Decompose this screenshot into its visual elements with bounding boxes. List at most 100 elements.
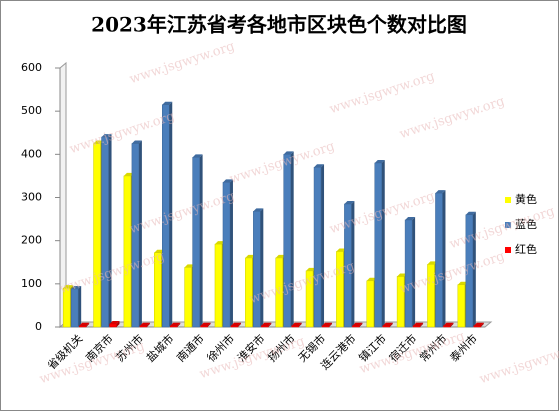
- bar: [154, 252, 162, 328]
- bar-top: [63, 285, 74, 289]
- bar: [222, 182, 231, 328]
- bar-top: [245, 254, 256, 258]
- bar: [352, 325, 360, 328]
- bar: [283, 154, 291, 328]
- bar-side: [86, 322, 90, 327]
- bar-top: [162, 101, 173, 105]
- bar: [374, 162, 382, 328]
- bar-side: [237, 322, 241, 327]
- bar-side: [108, 134, 112, 327]
- bar: [457, 284, 466, 328]
- bar: [131, 143, 140, 328]
- legend-label: 蓝色: [515, 217, 537, 231]
- bar-side: [146, 322, 150, 327]
- bar: [427, 264, 435, 328]
- bar: [305, 270, 314, 328]
- bar: [170, 325, 178, 328]
- bar: [253, 211, 261, 328]
- bar: [70, 288, 79, 328]
- chart-title: 2023年江苏省考各地市区块色个数对比图: [91, 13, 467, 37]
- bar-top: [192, 154, 203, 158]
- bar-top: [457, 281, 468, 285]
- bar-side: [381, 159, 385, 327]
- legend-label: 红色: [515, 242, 537, 256]
- bar-top: [200, 322, 211, 326]
- legend-swatch: [505, 222, 511, 228]
- bar-side: [321, 164, 325, 327]
- bar: [396, 276, 405, 328]
- bar: [366, 280, 374, 328]
- bar-top: [405, 216, 416, 220]
- y-tick-label: 300: [21, 191, 42, 204]
- bar-top: [322, 322, 333, 326]
- bar-side: [78, 286, 82, 327]
- bar: [291, 325, 299, 328]
- y-tick-label: 200: [21, 234, 42, 247]
- bar-top: [123, 172, 134, 176]
- bar-top: [109, 320, 120, 324]
- bar-side: [199, 154, 203, 327]
- bar-top: [170, 322, 181, 326]
- bar-top: [344, 200, 355, 204]
- bar-top: [397, 273, 408, 277]
- bar-side: [290, 151, 294, 327]
- y-tick-label: 100: [21, 277, 42, 290]
- bar-top: [314, 164, 325, 168]
- bar: [78, 325, 87, 328]
- bar: [473, 325, 482, 328]
- bar: [261, 325, 269, 328]
- bar: [200, 325, 208, 328]
- bar-side: [450, 322, 454, 327]
- bar-top: [413, 322, 424, 326]
- y-tick-label: 600: [21, 61, 42, 74]
- legend-swatch: [505, 247, 511, 253]
- bar-top: [253, 208, 264, 212]
- bar-top: [222, 179, 233, 183]
- bar-side: [480, 322, 484, 327]
- bar-top: [306, 267, 317, 271]
- bar-side: [229, 179, 233, 327]
- bar-top: [131, 140, 142, 144]
- bar-top: [71, 286, 82, 290]
- y-tick-label: 500: [21, 104, 42, 117]
- bar-top: [154, 249, 165, 253]
- bar: [465, 214, 474, 328]
- bar: [93, 143, 101, 328]
- bar: [139, 325, 148, 328]
- bar-top: [139, 322, 150, 326]
- bar-side: [412, 216, 416, 327]
- bar: [192, 157, 200, 328]
- bar-top: [336, 248, 347, 252]
- bar: [412, 325, 421, 328]
- bar-top: [374, 159, 385, 163]
- bar: [336, 251, 344, 328]
- bar-side: [138, 140, 142, 327]
- bar-top: [275, 254, 286, 258]
- bar-side: [389, 322, 393, 327]
- bar-top: [79, 322, 90, 326]
- bar-side: [169, 101, 173, 327]
- bar-side: [472, 211, 476, 327]
- bar: [443, 325, 451, 328]
- bar: [344, 203, 352, 328]
- bar: [214, 243, 223, 328]
- bar: [123, 175, 132, 328]
- bar-top: [101, 134, 112, 138]
- bar-side: [351, 200, 355, 327]
- bar: [313, 167, 322, 328]
- bar-side: [268, 322, 272, 327]
- bar: [382, 325, 390, 328]
- bar-side: [359, 322, 363, 327]
- y-tick-label: 0: [35, 320, 42, 333]
- bar-top: [443, 322, 454, 326]
- bar: [109, 323, 117, 328]
- bar-side: [116, 320, 120, 327]
- bar: [321, 325, 330, 328]
- bar-top: [283, 151, 294, 155]
- bar-side: [177, 322, 181, 327]
- bar-top: [184, 264, 195, 268]
- bar-top: [230, 322, 241, 326]
- bar-top: [366, 277, 377, 281]
- bar-side: [442, 190, 446, 327]
- bar-top: [93, 140, 104, 144]
